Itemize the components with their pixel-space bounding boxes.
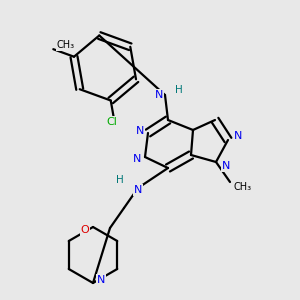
Text: H: H bbox=[116, 175, 124, 185]
Text: CH₃: CH₃ bbox=[56, 40, 74, 50]
Text: N: N bbox=[97, 275, 105, 285]
Text: N: N bbox=[234, 131, 242, 141]
Text: N: N bbox=[155, 90, 163, 100]
Text: N: N bbox=[134, 185, 142, 195]
Text: CH₃: CH₃ bbox=[234, 182, 252, 192]
Text: N: N bbox=[136, 126, 144, 136]
Text: N: N bbox=[222, 161, 230, 171]
Text: Cl: Cl bbox=[106, 117, 117, 127]
Text: O: O bbox=[81, 225, 89, 235]
Text: H: H bbox=[175, 85, 183, 95]
Text: N: N bbox=[133, 154, 141, 164]
